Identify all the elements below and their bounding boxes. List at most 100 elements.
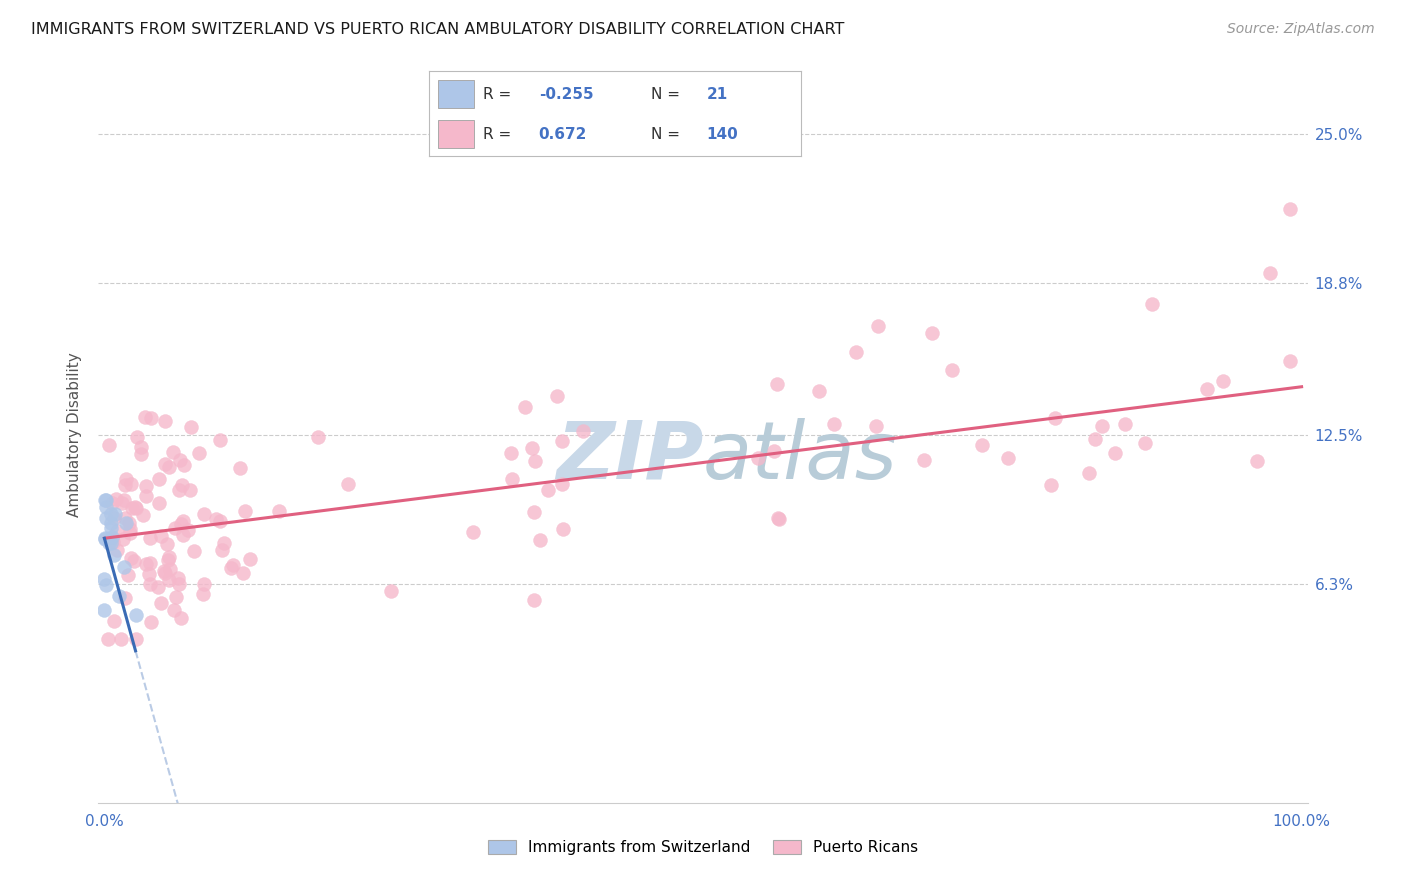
Point	[308, 429, 330, 443]
Point	[103, 614, 125, 628]
Text: IMMIGRANTS FROM SWITZERLAND VS PUERTO RICAN AMBULATORY DISABILITY CORRELATION CH: IMMIGRANTS FROM SWITZERLAND VS PUERTO RI…	[31, 22, 845, 37]
Point	[188, 445, 211, 459]
Point	[135, 557, 157, 571]
Point	[808, 384, 831, 398]
Point	[101, 496, 124, 510]
Point	[866, 318, 889, 333]
Legend: Immigrants from Switzerland, Puerto Ricans: Immigrants from Switzerland, Puerto Rica…	[482, 834, 924, 862]
Point	[114, 472, 136, 486]
Point	[159, 561, 181, 575]
Text: N =: N =	[651, 127, 685, 142]
Point	[97, 632, 120, 647]
Point	[157, 573, 180, 587]
Point	[232, 566, 254, 581]
Point	[105, 524, 128, 539]
Point	[146, 580, 169, 594]
Point	[156, 553, 179, 567]
Point	[170, 516, 193, 531]
Point	[94, 531, 117, 545]
Point	[157, 459, 180, 474]
Point	[1133, 435, 1156, 450]
Point	[148, 496, 170, 510]
Text: Source: ZipAtlas.com: Source: ZipAtlas.com	[1227, 22, 1375, 37]
Point	[211, 542, 233, 557]
Point	[139, 557, 162, 571]
Point	[138, 566, 160, 581]
Point	[135, 479, 157, 493]
Point	[124, 632, 146, 647]
Point	[94, 578, 117, 592]
Point	[177, 523, 200, 537]
Point	[766, 377, 789, 392]
Point	[101, 532, 124, 546]
Point	[103, 508, 125, 522]
Point	[153, 566, 176, 580]
Point	[1258, 266, 1281, 280]
Point	[1197, 382, 1219, 396]
Point	[157, 550, 180, 565]
Point	[122, 554, 145, 568]
Point	[170, 610, 193, 624]
Point	[120, 526, 142, 541]
Bar	[439, 80, 474, 108]
Point	[180, 420, 202, 434]
Point	[169, 453, 191, 467]
Point	[1246, 454, 1268, 468]
Point	[205, 511, 228, 525]
Point	[1142, 297, 1164, 311]
Point	[105, 491, 128, 506]
Point	[138, 531, 160, 545]
Point	[997, 450, 1019, 465]
Point	[208, 514, 231, 528]
Point	[209, 433, 232, 447]
Point	[1045, 410, 1067, 425]
Point	[94, 492, 117, 507]
Point	[124, 500, 146, 515]
Point	[763, 443, 786, 458]
Point	[520, 441, 543, 455]
Point	[112, 560, 135, 574]
Point	[461, 524, 484, 539]
Point	[93, 572, 115, 586]
Point	[115, 516, 138, 530]
Point	[124, 608, 146, 623]
Text: ZIP: ZIP	[555, 418, 703, 496]
Point	[121, 501, 143, 516]
Point	[105, 542, 128, 557]
Point	[1077, 466, 1099, 480]
Y-axis label: Ambulatory Disability: Ambulatory Disability	[67, 352, 83, 517]
Point	[551, 477, 574, 491]
Point	[114, 478, 136, 492]
Point	[98, 438, 121, 452]
Point	[139, 410, 162, 425]
Point	[172, 514, 194, 528]
Text: N =: N =	[651, 87, 685, 102]
Point	[135, 489, 157, 503]
Point	[550, 434, 572, 449]
Point	[172, 527, 194, 541]
Point	[103, 549, 125, 563]
Point	[103, 534, 125, 549]
Point	[127, 430, 149, 444]
Point	[120, 522, 142, 536]
Point	[100, 516, 122, 531]
Point	[233, 503, 256, 517]
Point	[153, 414, 176, 428]
Point	[117, 568, 139, 582]
Point	[1040, 478, 1063, 492]
Point	[546, 389, 568, 403]
Point	[100, 521, 122, 535]
Point	[337, 476, 360, 491]
Point	[134, 409, 156, 424]
Point	[222, 558, 245, 572]
Point	[163, 602, 186, 616]
Point	[132, 508, 155, 522]
Point	[1279, 202, 1302, 216]
Point	[100, 536, 122, 550]
Point	[1091, 419, 1114, 434]
Point	[1104, 446, 1126, 460]
Bar	[439, 120, 474, 148]
Point	[823, 417, 845, 432]
Point	[768, 511, 790, 525]
Point	[118, 516, 141, 530]
